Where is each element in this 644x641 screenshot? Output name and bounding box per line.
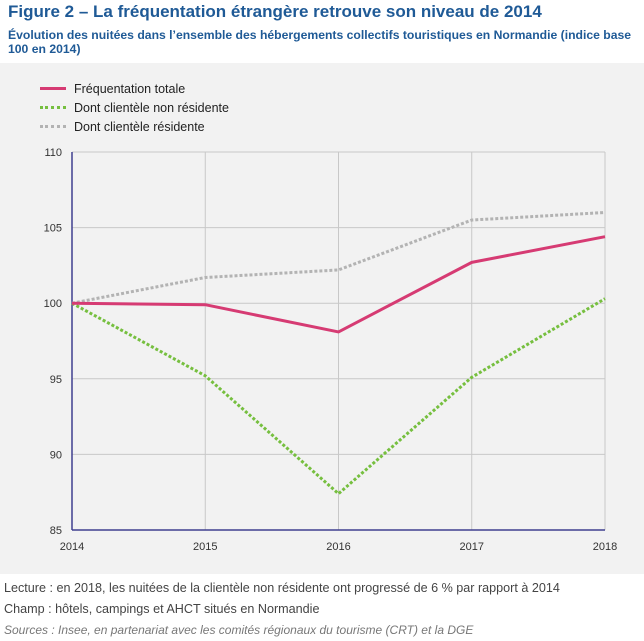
y-tick-label: 105 (44, 223, 62, 235)
legend-label-resident: Dont clientèle résidente (74, 119, 205, 134)
note-lecture: Lecture : en 2018, les nuitées de la cli… (4, 581, 560, 595)
chart-legend: Fréquentation totale Dont clientèle non … (40, 79, 229, 136)
x-tick-label: 2017 (460, 541, 484, 553)
legend-item-resident: Dont clientèle résidente (40, 117, 229, 136)
y-tick-label: 90 (50, 449, 62, 461)
footnotes: Lecture : en 2018, les nuitées de la cli… (4, 578, 640, 641)
series-line-resident (71, 210, 606, 305)
note-sources: Sources : Insee, en partenariat avec les… (4, 623, 474, 637)
y-tick-label: 85 (50, 525, 62, 537)
x-tick-label: 2014 (60, 541, 84, 553)
legend-swatch-non-resident (40, 106, 66, 109)
x-tick-label: 2015 (193, 541, 217, 553)
note-champ: Champ : hôtels, campings et AHCT situés … (4, 602, 320, 616)
series-line-non-resident (71, 297, 606, 496)
y-tick-label: 110 (44, 147, 62, 159)
y-tick-label: 95 (50, 374, 62, 386)
legend-item-total: Fréquentation totale (40, 79, 229, 98)
figure-subtitle: Évolution des nuitées dans l’ensemble de… (8, 28, 632, 56)
x-tick-label: 2018 (593, 541, 617, 553)
legend-swatch-resident (40, 125, 66, 128)
y-tick-label: 100 (44, 298, 62, 310)
chart-panel: Fréquentation totale Dont clientèle non … (0, 63, 644, 574)
legend-label-non-resident: Dont clientèle non résidente (74, 100, 229, 115)
legend-label-total: Fréquentation totale (74, 81, 186, 96)
legend-item-non-resident: Dont clientèle non résidente (40, 98, 229, 117)
figure-title: Figure 2 – La fréquentation étrangère re… (8, 2, 542, 21)
series-line-total (71, 235, 606, 334)
legend-swatch-total (40, 87, 66, 90)
line-chart: 110 105 100 95 90 85 2014 2015 2016 2017 2018 (44, 147, 618, 553)
x-tick-label: 2016 (326, 541, 350, 553)
